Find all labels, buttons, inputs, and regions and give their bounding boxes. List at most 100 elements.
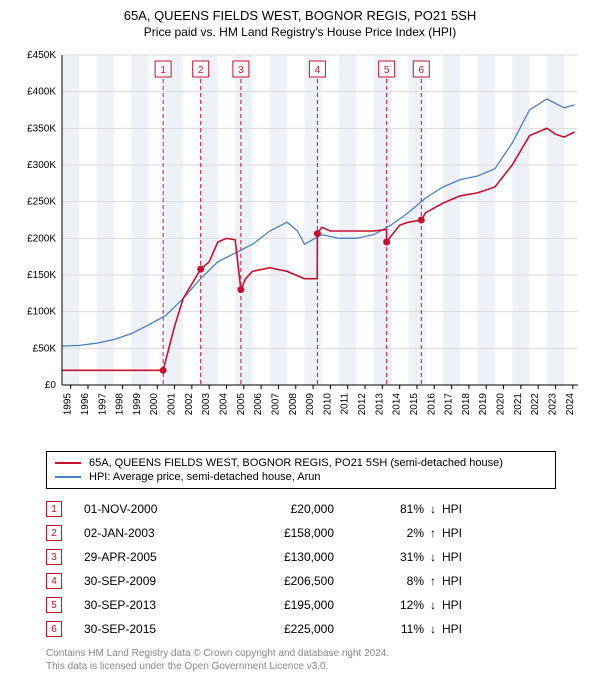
svg-text:1998: 1998 bbox=[115, 393, 126, 416]
svg-text:2003: 2003 bbox=[201, 393, 212, 416]
svg-text:2005: 2005 bbox=[236, 393, 247, 416]
legend-label: 65A, QUEENS FIELDS WEST, BOGNOR REGIS, P… bbox=[89, 457, 503, 469]
svg-text:2017: 2017 bbox=[444, 393, 455, 416]
transaction-row: 1 01-NOV-2000£20,00081%↓HPI bbox=[46, 497, 556, 521]
transaction-price: £130,000 bbox=[224, 550, 334, 564]
transaction-row: 5 30-SEP-2013£195,00012%↓HPI bbox=[46, 593, 556, 617]
chart-subtitle: Price paid vs. HM Land Registry's House … bbox=[12, 25, 588, 39]
svg-text:2001: 2001 bbox=[167, 393, 178, 416]
legend-label: HPI: Average price, semi-detached house,… bbox=[89, 471, 321, 483]
transaction-hpi-label: HPI bbox=[442, 574, 482, 588]
transaction-marker: 3 bbox=[46, 549, 62, 565]
transaction-date: 02-JAN-2003 bbox=[84, 526, 224, 540]
svg-text:2020: 2020 bbox=[496, 393, 507, 416]
transaction-hpi-label: HPI bbox=[442, 622, 482, 636]
svg-text:2010: 2010 bbox=[322, 393, 333, 416]
svg-text:1995: 1995 bbox=[63, 393, 74, 416]
transaction-marker: 4 bbox=[46, 573, 62, 589]
price-chart: £0 £50K £100K £150K £200K £250K £300K £350K £400… bbox=[12, 45, 588, 445]
transaction-pct: 81% bbox=[334, 502, 424, 516]
transaction-arrow-icon: ↑ bbox=[424, 574, 442, 588]
legend-item: HPI: Average price, semi-detached house,… bbox=[55, 470, 547, 484]
transaction-row: 4 30-SEP-2009£206,5008%↑HPI bbox=[46, 569, 556, 593]
transaction-date: 01-NOV-2000 bbox=[84, 502, 224, 516]
transactions-table: 101-NOV-2000£20,00081%↓HPI202-JAN-2003£1… bbox=[46, 497, 556, 641]
svg-text:2015: 2015 bbox=[409, 393, 420, 416]
transaction-pct: 8% bbox=[334, 574, 424, 588]
svg-text:£250K: £250K bbox=[27, 197, 56, 208]
svg-text:4: 4 bbox=[315, 65, 321, 76]
transaction-date: 30-SEP-2013 bbox=[84, 598, 224, 612]
svg-text:2004: 2004 bbox=[218, 393, 229, 416]
transaction-pct: 11% bbox=[334, 622, 424, 636]
transaction-arrow-icon: ↑ bbox=[424, 526, 442, 540]
svg-text:2006: 2006 bbox=[253, 393, 264, 416]
svg-text:6: 6 bbox=[419, 65, 425, 76]
transaction-hpi-label: HPI bbox=[442, 526, 482, 540]
svg-text:2024: 2024 bbox=[565, 393, 576, 416]
svg-text:2018: 2018 bbox=[461, 393, 472, 416]
transaction-hpi-label: HPI bbox=[442, 550, 482, 564]
transaction-hpi-label: HPI bbox=[442, 598, 482, 612]
transaction-price: £195,000 bbox=[224, 598, 334, 612]
transaction-arrow-icon: ↓ bbox=[424, 550, 442, 564]
chart-title: 65A, QUEENS FIELDS WEST, BOGNOR REGIS, P… bbox=[12, 8, 588, 23]
footer-attribution: Contains HM Land Registry data © Crown c… bbox=[46, 647, 588, 673]
svg-text:2014: 2014 bbox=[392, 393, 403, 416]
svg-text:1996: 1996 bbox=[80, 393, 91, 416]
svg-text:1: 1 bbox=[160, 65, 166, 76]
transaction-pct: 31% bbox=[334, 550, 424, 564]
svg-text:£150K: £150K bbox=[27, 270, 56, 281]
svg-text:5: 5 bbox=[384, 65, 390, 76]
svg-text:£400K: £400K bbox=[27, 87, 56, 98]
legend-swatch bbox=[55, 476, 81, 478]
svg-text:2023: 2023 bbox=[547, 393, 558, 416]
svg-text:2007: 2007 bbox=[270, 393, 281, 416]
transaction-arrow-icon: ↓ bbox=[424, 502, 442, 516]
svg-text:1999: 1999 bbox=[132, 393, 143, 416]
svg-text:2008: 2008 bbox=[288, 393, 299, 416]
svg-text:£0: £0 bbox=[45, 380, 57, 391]
svg-text:£100K: £100K bbox=[27, 307, 56, 318]
svg-text:3: 3 bbox=[238, 65, 244, 76]
transaction-price: £20,000 bbox=[224, 502, 334, 516]
svg-text:2016: 2016 bbox=[426, 393, 437, 416]
svg-text:2019: 2019 bbox=[478, 393, 489, 416]
transaction-marker: 2 bbox=[46, 525, 62, 541]
transaction-date: 30-SEP-2009 bbox=[84, 574, 224, 588]
svg-text:£450K: £450K bbox=[27, 50, 56, 61]
transaction-row: 3 29-APR-2005£130,00031%↓HPI bbox=[46, 545, 556, 569]
svg-text:£50K: £50K bbox=[33, 343, 57, 354]
transaction-price: £225,000 bbox=[224, 622, 334, 636]
svg-text:2021: 2021 bbox=[513, 393, 524, 416]
svg-text:£300K: £300K bbox=[27, 160, 56, 171]
svg-text:2009: 2009 bbox=[305, 393, 316, 416]
legend-swatch bbox=[55, 462, 81, 464]
transaction-hpi-label: HPI bbox=[442, 502, 482, 516]
transaction-arrow-icon: ↓ bbox=[424, 598, 442, 612]
footer-line-1: Contains HM Land Registry data © Crown c… bbox=[46, 647, 588, 660]
transaction-arrow-icon: ↓ bbox=[424, 622, 442, 636]
transaction-marker: 1 bbox=[46, 501, 62, 517]
transaction-price: £206,500 bbox=[224, 574, 334, 588]
svg-text:2013: 2013 bbox=[374, 393, 385, 416]
footer-line-2: This data is licensed under the Open Gov… bbox=[46, 660, 588, 673]
svg-text:2000: 2000 bbox=[149, 393, 160, 416]
svg-text:2011: 2011 bbox=[340, 393, 351, 415]
svg-text:1997: 1997 bbox=[97, 393, 108, 416]
svg-text:£350K: £350K bbox=[27, 123, 56, 134]
svg-text:2022: 2022 bbox=[530, 393, 541, 416]
legend: 65A, QUEENS FIELDS WEST, BOGNOR REGIS, P… bbox=[46, 451, 556, 489]
transaction-date: 29-APR-2005 bbox=[84, 550, 224, 564]
transaction-marker: 6 bbox=[46, 621, 62, 637]
svg-text:£200K: £200K bbox=[27, 233, 56, 244]
transaction-marker: 5 bbox=[46, 597, 62, 613]
svg-text:2012: 2012 bbox=[357, 393, 368, 416]
transaction-price: £158,000 bbox=[224, 526, 334, 540]
transaction-pct: 2% bbox=[334, 526, 424, 540]
transaction-row: 2 02-JAN-2003£158,0002%↑HPI bbox=[46, 521, 556, 545]
transaction-pct: 12% bbox=[334, 598, 424, 612]
transaction-date: 30-SEP-2015 bbox=[84, 622, 224, 636]
transaction-row: 6 30-SEP-2015£225,00011%↓HPI bbox=[46, 617, 556, 641]
svg-text:2: 2 bbox=[198, 65, 204, 76]
